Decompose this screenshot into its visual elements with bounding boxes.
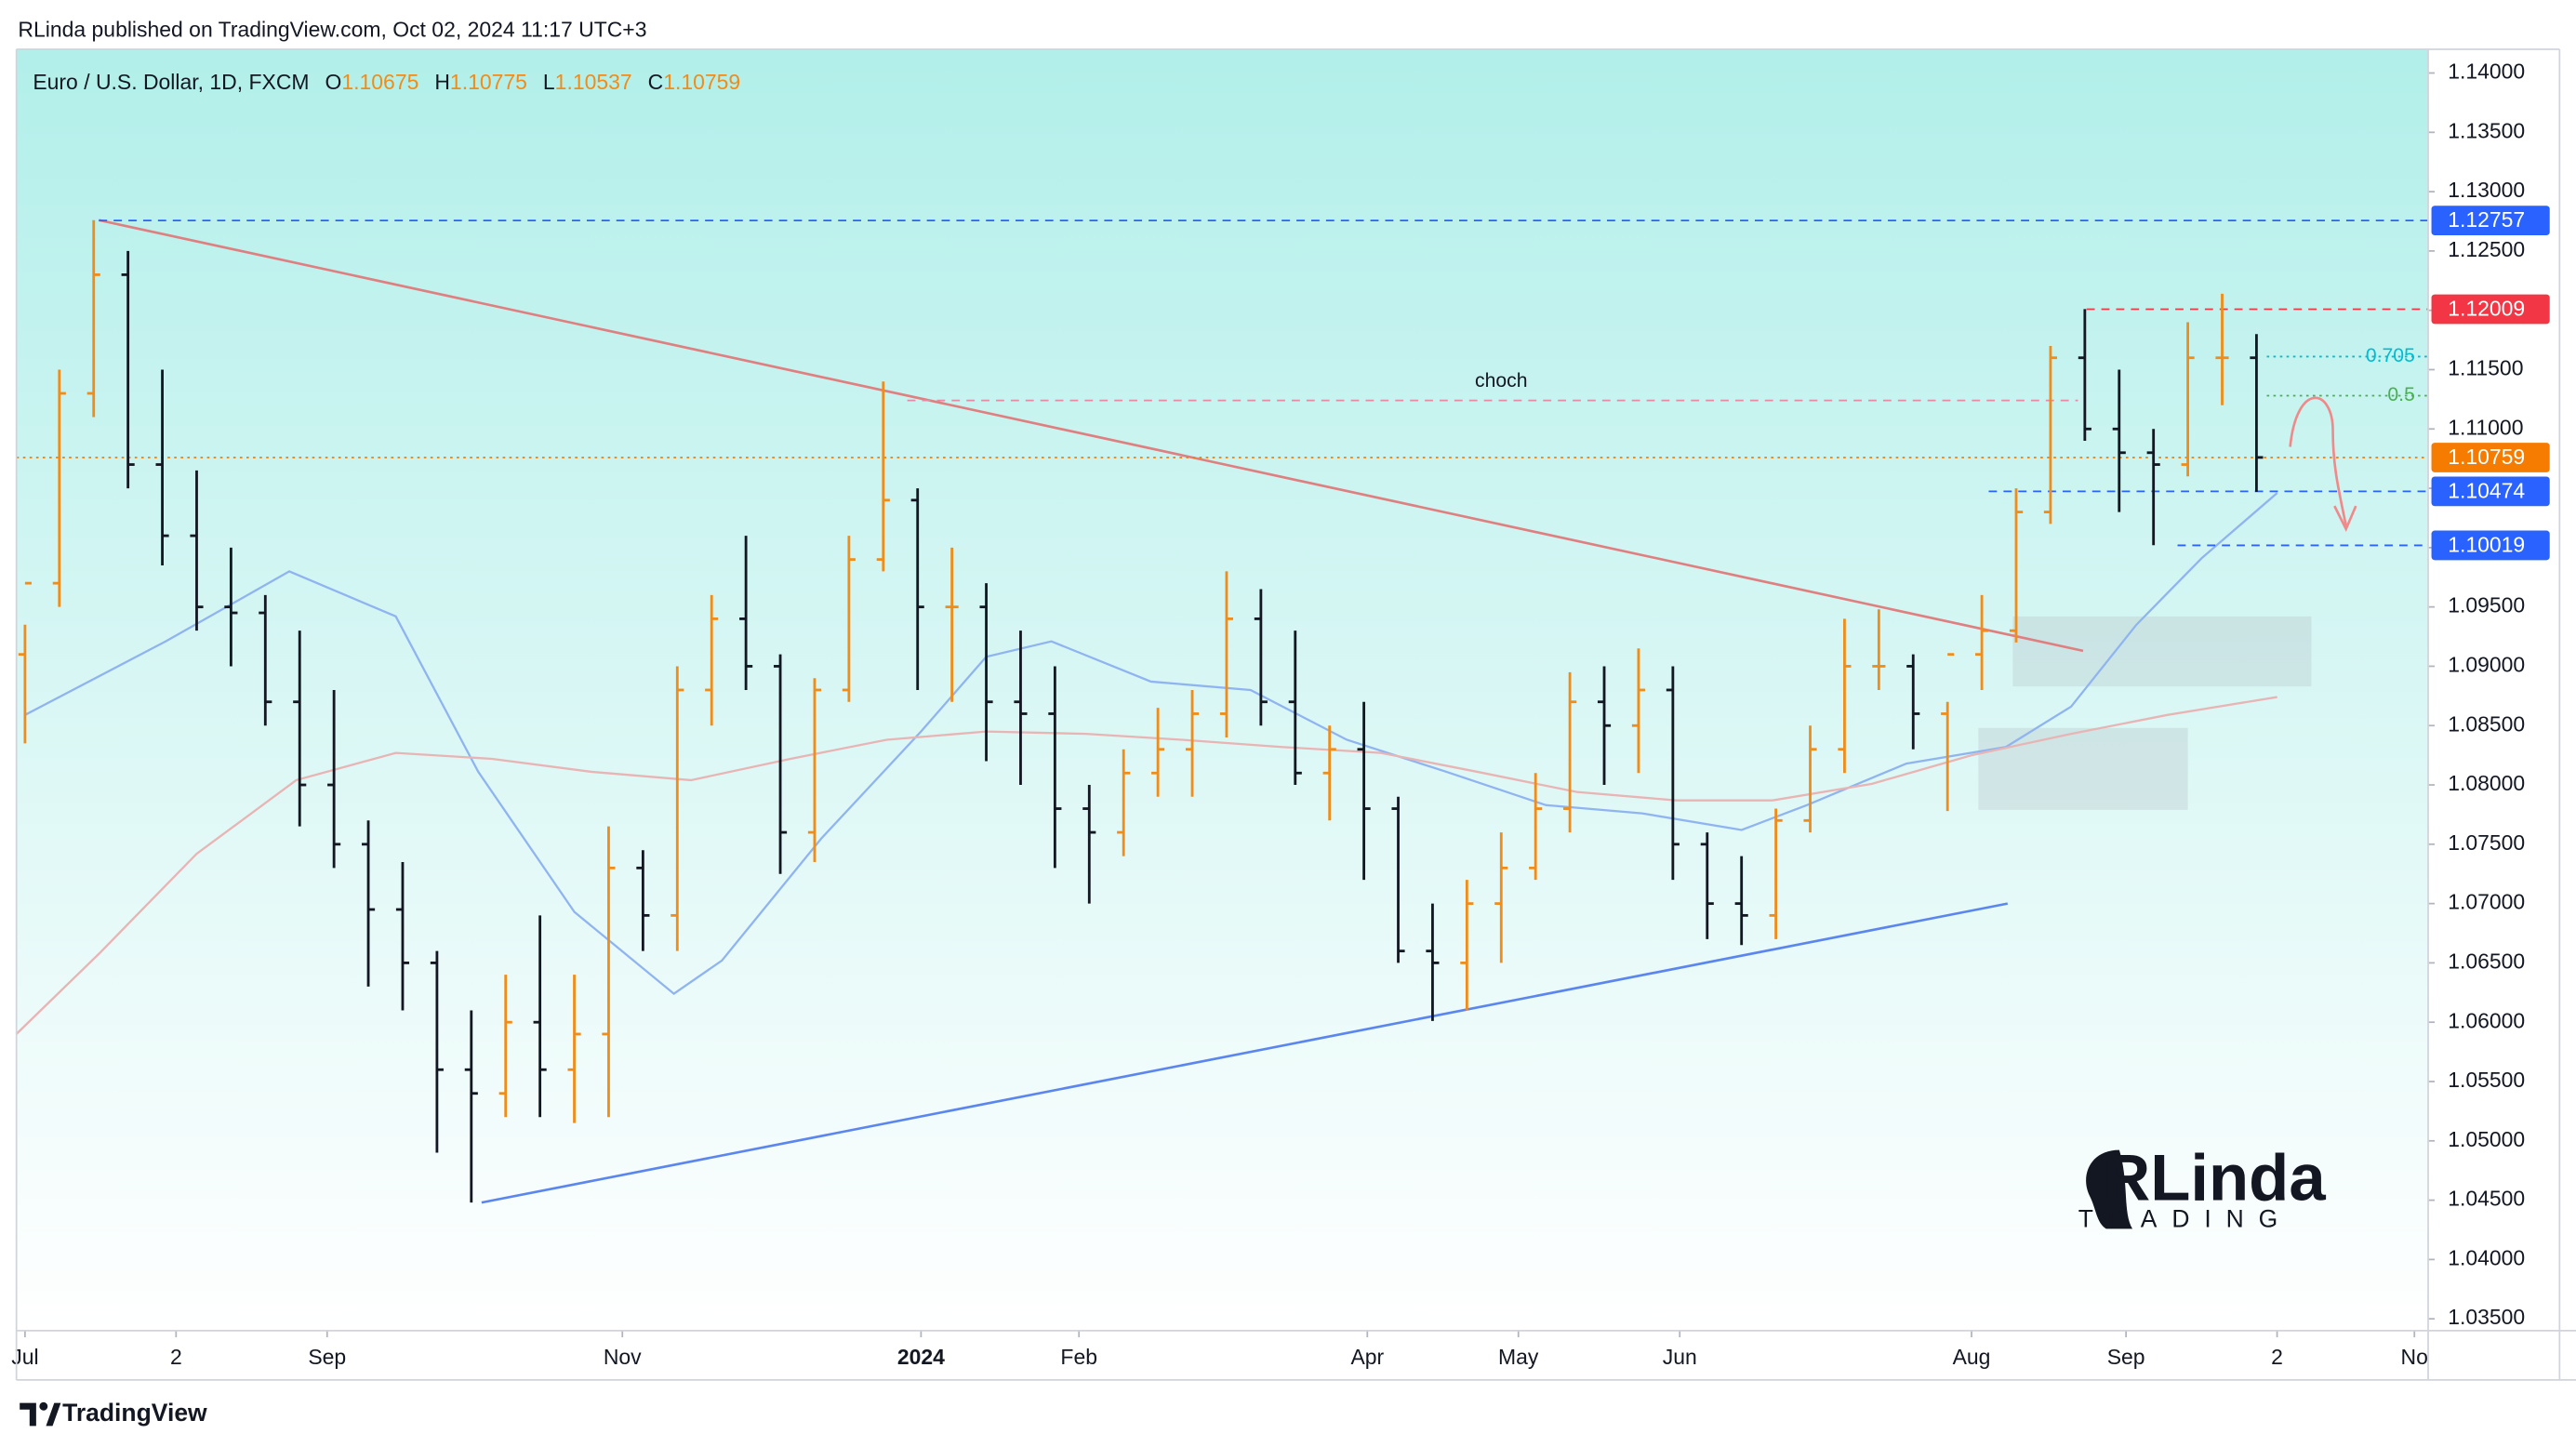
price-label-bg: [2431, 476, 2550, 507]
x-tick-label: Sep: [2107, 1345, 2145, 1369]
y-tick-label: 1.14000: [2448, 60, 2525, 84]
y-tick-label: 1.13000: [2448, 178, 2525, 202]
x-tick-label: Nov: [604, 1345, 642, 1369]
annotation: choch: [1475, 370, 1528, 392]
x-tick-label: 2: [170, 1345, 182, 1369]
y-tick-label: 1.11500: [2448, 356, 2523, 380]
y-tick-label: 1.09500: [2448, 593, 2525, 617]
x-tick-label: Jun: [1663, 1345, 1697, 1369]
plot-background: [16, 48, 2429, 1331]
price-label: 1.12757: [2448, 207, 2525, 232]
trendline: [98, 219, 2084, 653]
y-tick-label: 1.04500: [2448, 1187, 2525, 1211]
y-tick-label: 1.04000: [2448, 1245, 2525, 1269]
projection-arrow: [2289, 396, 2347, 526]
footer-logo: TradingView: [20, 1399, 207, 1427]
y-tick-label: 1.05500: [2448, 1068, 2525, 1092]
zone: [1978, 727, 2188, 810]
legend-value: 1.10537: [555, 70, 632, 94]
price-label-bg: [2431, 294, 2550, 325]
fib-label: 0.5: [2387, 384, 2414, 405]
overlay: 1.03500 1.04000 1.04500 1.05000 1.05500 1.060…: [11, 60, 2550, 1369]
legend-key: L: [543, 70, 555, 94]
x-tick-label: Sep: [308, 1345, 346, 1369]
legend-key: O: [325, 70, 342, 94]
x-tick-label: 2: [2271, 1345, 2283, 1369]
symbol-title: Euro / U.S. Dollar, 1D, FXCM: [33, 70, 309, 94]
x-tick-label: Apr: [1350, 1345, 1384, 1369]
y-tick-label: 1.13500: [2448, 118, 2525, 142]
price-label: 1.10019: [2448, 532, 2525, 556]
legend-key: C: [648, 70, 664, 94]
moving-average: [15, 696, 2277, 1035]
y-tick-label: 1.07000: [2448, 890, 2525, 914]
price-label: 1.10759: [2448, 445, 2525, 469]
y-tick-label: 1.11000: [2448, 415, 2523, 439]
y-tick-label: 1.08500: [2448, 711, 2525, 736]
symbol-legend: Euro / U.S. Dollar, 1D, FXCM O1.10675 H1…: [33, 70, 740, 94]
x-tick-label: Jul: [11, 1345, 38, 1369]
tradingview-icon: [20, 1401, 61, 1427]
x-tick-label: May: [1498, 1345, 1539, 1369]
legend-key: H: [434, 70, 450, 94]
x-tick-label: No: [2401, 1345, 2428, 1369]
y-tick-label: 1.09000: [2448, 653, 2525, 677]
legend-value: 1.10759: [663, 70, 740, 94]
legend-value: 1.10675: [341, 70, 418, 94]
trendline: [481, 902, 2009, 1204]
legend-value: 1.10775: [450, 70, 527, 94]
watermark: RLinda TRADING: [2078, 1141, 2327, 1233]
x-tick-label: Feb: [1060, 1345, 1097, 1369]
x-tick-label: 2024: [897, 1345, 945, 1369]
moving-average: [24, 492, 2278, 996]
footer-brand: TradingView: [62, 1399, 207, 1427]
y-tick-label: 1.06000: [2448, 1008, 2525, 1032]
watermark-name: RLinda: [2103, 1141, 2326, 1215]
publish-header: RLinda published on TradingView.com, Oct…: [18, 18, 646, 42]
y-tick-label: 1.12500: [2448, 237, 2525, 261]
y-tick-label: 1.05000: [2448, 1127, 2525, 1151]
fib-label: 0.705: [2366, 345, 2415, 366]
y-tick-label: 1.06500: [2448, 949, 2525, 973]
zone: [2012, 616, 2312, 687]
price-label-bg: [2431, 443, 2550, 472]
price-label: 1.10474: [2448, 478, 2525, 502]
x-tick-label: Aug: [1953, 1345, 1991, 1369]
watermark-icon: [2086, 1149, 2133, 1229]
projection-arrowhead: [2333, 505, 2357, 532]
price-label-bg: [2431, 206, 2550, 236]
watermark-tagline: TRADING: [2078, 1205, 2292, 1233]
price-label: 1.12009: [2448, 296, 2525, 320]
y-tick-label: 1.03500: [2448, 1305, 2525, 1329]
y-tick-label: 1.08000: [2448, 771, 2525, 795]
bars: [18, 219, 2264, 1203]
y-tick-label: 1.07500: [2448, 830, 2525, 855]
lines: [15, 219, 2429, 1204]
price-label-bg: [2431, 530, 2550, 561]
